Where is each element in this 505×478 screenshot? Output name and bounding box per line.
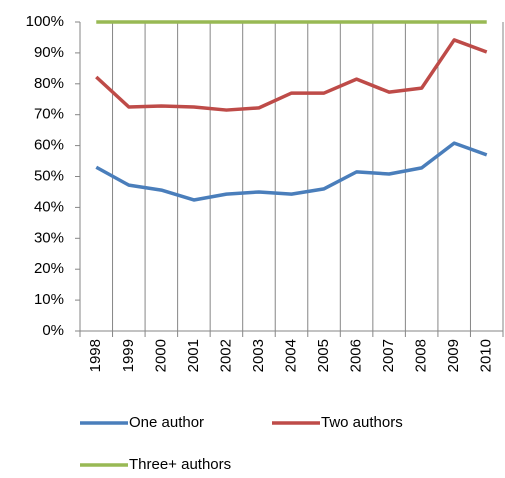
x-tick-label: 2006 — [348, 339, 365, 372]
x-tick-label: 2005 — [315, 339, 332, 372]
x-tick-label: 2000 — [152, 339, 169, 372]
x-tick-label: 2007 — [380, 339, 397, 372]
y-tick-label: 40% — [34, 198, 64, 215]
x-tick-label: 1998 — [87, 339, 104, 372]
legend-label: Three+ authors — [129, 456, 231, 473]
x-tick-label: 2001 — [185, 339, 202, 372]
series-line — [95, 38, 488, 112]
y-tick-label: 30% — [34, 229, 64, 246]
y-tick-label: 90% — [34, 44, 64, 61]
series-line — [95, 141, 488, 202]
y-tick-label: 20% — [34, 260, 64, 277]
x-tick-label: 2003 — [250, 339, 267, 372]
y-tick-label: 60% — [34, 137, 64, 154]
x-tick-label: 2008 — [413, 339, 430, 372]
y-tick-label: 0% — [42, 322, 64, 339]
y-tick-label: 10% — [34, 291, 64, 308]
x-tick-label: 2004 — [282, 339, 299, 372]
y-tick-label: 70% — [34, 106, 64, 123]
x-tick-label: 2010 — [478, 339, 495, 372]
y-tick-label: 80% — [34, 75, 64, 92]
y-tick-label: 100% — [26, 13, 64, 30]
y-tick-label: 50% — [34, 167, 64, 184]
x-tick-label: 2002 — [217, 339, 234, 372]
legend-label: Two authors — [321, 414, 403, 431]
x-tick-label: 1999 — [120, 339, 137, 372]
legend-label: One author — [129, 414, 204, 431]
x-tick-label: 2009 — [445, 339, 462, 372]
